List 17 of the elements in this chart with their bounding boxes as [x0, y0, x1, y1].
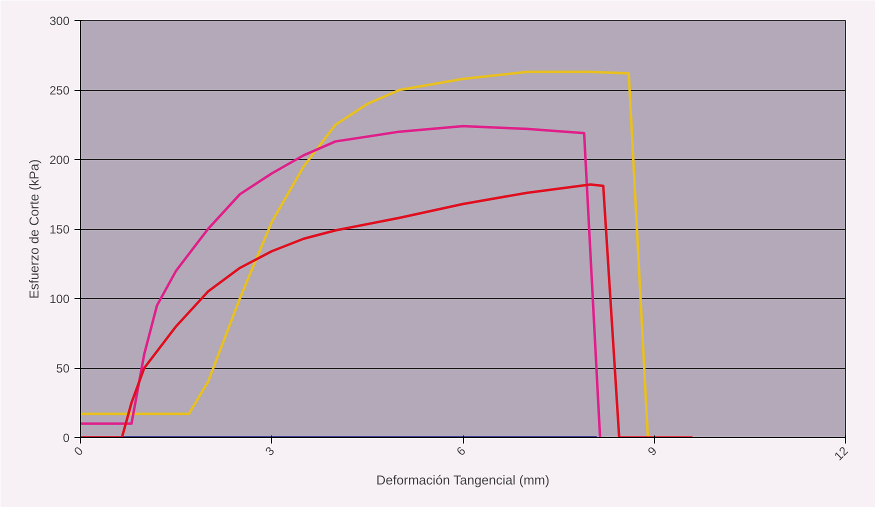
x-tick-label: 3	[262, 444, 278, 459]
y-axis-title: Esfuerzo de Corte (kPa)	[26, 159, 42, 299]
y-tick-label: 0	[62, 431, 70, 445]
line-series	[80, 70, 650, 438]
y-tick-label: 250	[49, 84, 70, 98]
y-tick-label: 50	[56, 362, 70, 376]
x-tick-label: 6	[454, 444, 469, 459]
x-tick-label: 9	[644, 444, 660, 459]
x-tick-label: 0	[71, 444, 86, 459]
line-series	[80, 124, 602, 438]
y-tick-label: 150	[49, 222, 70, 236]
y-tick-label: 200	[49, 153, 70, 167]
line-series	[80, 183, 694, 438]
x-tick-label: 12	[831, 444, 852, 464]
x-axis-title: Deformación Tangencial (mm)	[376, 472, 550, 488]
y-tick-label: 300	[49, 14, 70, 28]
y-tick-label: 100	[49, 292, 70, 306]
